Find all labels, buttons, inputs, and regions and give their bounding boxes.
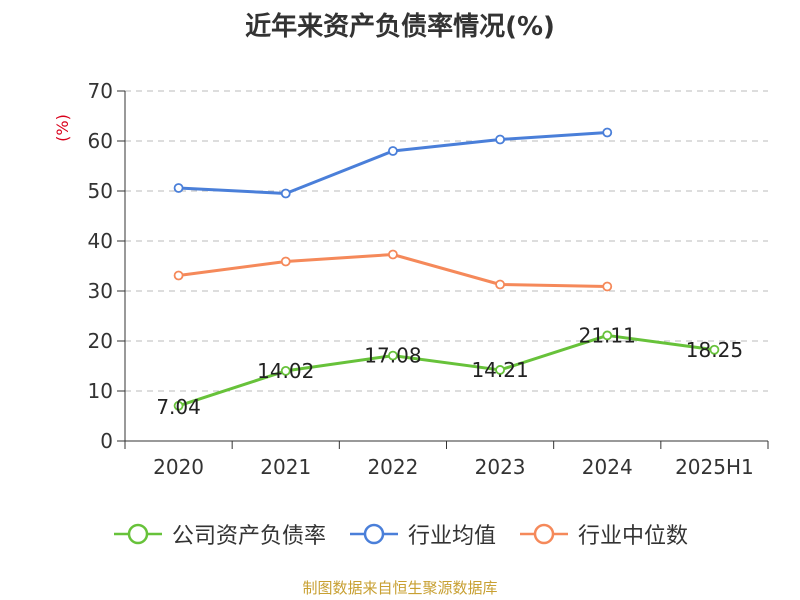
data-point-0: [173, 400, 184, 411]
y-tick-label: 60: [88, 129, 113, 153]
data-point-1: [388, 146, 398, 156]
data-point-0: [602, 330, 613, 341]
legend-swatch-industry-avg-icon: [349, 523, 398, 545]
data-point-2: [388, 249, 398, 260]
chart-title: 近年来资产负债率情况(%): [245, 12, 555, 42]
legend-swatch-company-icon: [113, 523, 162, 545]
data-point-2: [173, 270, 184, 281]
series-line-0: [178, 333, 715, 408]
x-tick-label: 2021: [260, 455, 311, 479]
legend-item-industry-avg[interactable]: 行业均值: [348, 518, 496, 550]
y-tick-label: 10: [88, 379, 113, 403]
data-point-1: [495, 134, 505, 145]
legend-label-industry-median: 行业中位数: [578, 524, 689, 549]
data-label: 18.25: [686, 338, 743, 362]
data-label: 14.21: [471, 358, 528, 382]
y-tick-label: 40: [88, 229, 113, 253]
gridlines: [125, 90, 768, 392]
data-labels: 7.04 14.02 17.08 14.21 21.11 18.25: [156, 323, 743, 418]
y-tick-label: 30: [88, 279, 113, 303]
data-point-2: [602, 281, 613, 292]
data-point-1: [173, 183, 184, 193]
x-tick-label: 2020: [153, 455, 204, 479]
legend-swatch-industry-median-icon: [520, 523, 568, 545]
series-line-1: [178, 131, 608, 195]
data-point-2: [280, 256, 291, 267]
x-tick-label: 2023: [475, 455, 526, 479]
data-label: 7.04: [156, 395, 201, 419]
data-point-0: [388, 350, 398, 361]
x-tick-label: 2025H1: [675, 455, 754, 479]
data-point-1: [602, 127, 613, 138]
data-point-0: [709, 344, 720, 355]
legend-label-industry-avg: 行业均值: [407, 524, 496, 549]
data-label: 21.11: [579, 323, 636, 347]
source-note: 制图数据来自恒生聚源数据库: [302, 579, 498, 597]
y-tick-label: 0: [100, 429, 113, 453]
legend-item-industry-median[interactable]: 行业中位数: [518, 518, 688, 550]
y-axis-unit-label: (%): [53, 114, 72, 142]
data-point-1: [280, 188, 291, 199]
data-point-2: [495, 279, 505, 290]
y-tick-label: 50: [88, 179, 113, 203]
x-tick-label: 2022: [367, 455, 418, 479]
axes: 0 10 20 30 40 50 60 70 2020 2021 2022 2023 2024 2025H…: [88, 79, 769, 479]
legend-label-company: 公司资产负债率: [171, 524, 326, 549]
legend-item-company[interactable]: 公司资产负债率: [112, 518, 326, 550]
y-tick-label: 20: [88, 329, 113, 353]
data-point-0: [495, 365, 505, 375]
x-tick-label: 2024: [582, 455, 633, 479]
legend: 公司资产负债率 行业均值 行业中位数: [0, 518, 800, 550]
data-label: 17.08: [364, 344, 421, 368]
series-lines: [173, 127, 720, 411]
y-tick-label: 70: [88, 79, 113, 103]
data-label: 14.02: [257, 359, 314, 383]
data-point-0: [280, 365, 291, 376]
